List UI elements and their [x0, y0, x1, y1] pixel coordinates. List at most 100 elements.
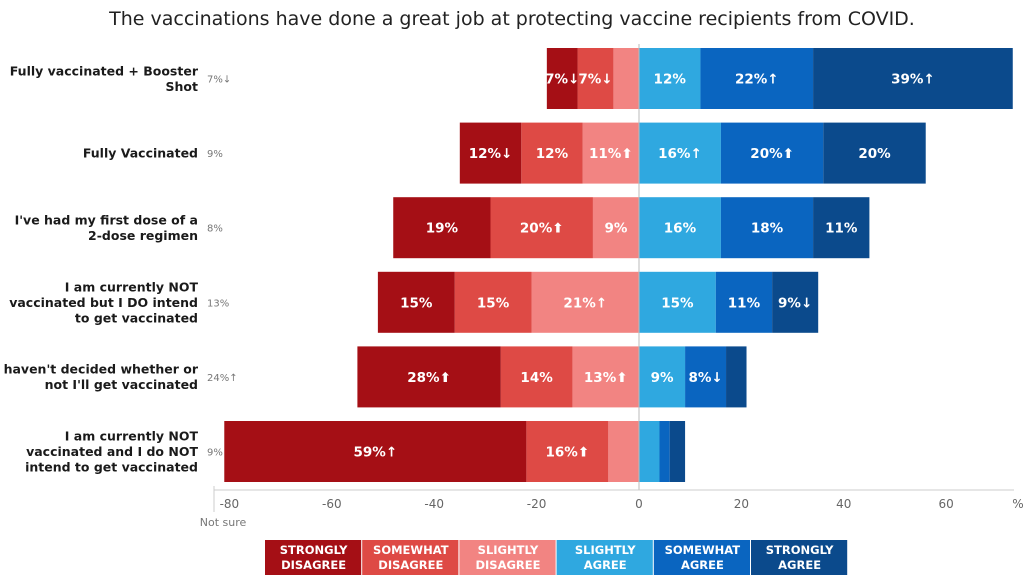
- legend-swatch: [265, 540, 362, 575]
- segment-label: 15%: [400, 295, 433, 311]
- category-label-line: not I'll get vaccinated: [45, 377, 198, 392]
- segment-label: 14%: [520, 370, 553, 386]
- chart-rows: Fully vaccinated + Booster Shot 7%↓ 7%↓7%↓ 1…: [0, 44, 1013, 490]
- segment-label: 9%: [604, 221, 627, 237]
- legend-label-line2: AGREE: [681, 558, 724, 572]
- row-1: Fully vaccinated + Booster Shot 7%↓ 7%↓7%↓ 1…: [10, 48, 1013, 109]
- category-label-line: I am currently NOT: [65, 279, 199, 294]
- segment-label: 12%: [654, 72, 687, 88]
- bar-segment: [639, 346, 686, 408]
- legend-label-line1: SLIGHTLY: [575, 543, 636, 557]
- bar-segment: [700, 48, 814, 109]
- row-2: Fully Vaccinated 9% 11%⬆ 12% 12%↓ 16%↑ 20%⬆ 20%: [83, 122, 926, 184]
- category-label-line: intend to get vaccinated: [25, 460, 198, 475]
- legend-swatch: [362, 540, 459, 575]
- bar-segment: [639, 421, 660, 482]
- x-tick-label: -20: [527, 497, 547, 511]
- row-4: I am currently NOT vaccinated but I DO in…: [9, 271, 819, 333]
- bar-segment: [720, 122, 824, 184]
- segment-label: 16%⬆: [546, 445, 590, 461]
- x-unit-label: %: [1012, 497, 1023, 511]
- segment-label: 20%⬆: [520, 221, 564, 237]
- legend-label-line2: DISAGREE: [475, 558, 540, 572]
- category-label: I am currently NOT vaccinated but I DO in…: [9, 279, 198, 325]
- category-label-line: I've had my first dose of a: [15, 212, 198, 227]
- bar-segment: [459, 122, 522, 184]
- row-3: I've had my first dose of a 2-dose regime…: [15, 197, 870, 259]
- category-label-line: Fully vaccinated + Booster: [10, 63, 199, 78]
- bar-segment: [772, 271, 819, 333]
- bar-segment: [531, 271, 639, 333]
- segment-label: 12%↓: [469, 146, 513, 162]
- legend-label-line2: AGREE: [778, 558, 821, 572]
- segment-label: 9%↓: [778, 295, 812, 311]
- bar-segment: [639, 48, 701, 109]
- bar-segment: [393, 197, 491, 259]
- x-tick-label: 0: [635, 497, 643, 511]
- not-sure-value: 9%: [207, 448, 223, 459]
- legend-label-line1: STRONGLY: [280, 543, 348, 557]
- segment-label: 21%↑: [563, 295, 607, 311]
- category-label: I haven't decided whether or not I'll get…: [0, 362, 199, 393]
- legend-label-line1: SOMEWHAT: [373, 543, 449, 557]
- bar-segment: [546, 48, 578, 109]
- bar-segment: [726, 346, 747, 408]
- bar-segment: [357, 346, 501, 408]
- x-tick-label: -40: [424, 497, 444, 511]
- row-5: I haven't decided whether or not I'll get…: [0, 346, 747, 408]
- legend-swatch: [751, 540, 848, 575]
- legend-label-line2: AGREE: [584, 558, 627, 572]
- segment-label: 15%: [661, 295, 694, 311]
- segment-label: 11%: [728, 295, 761, 311]
- not-sure-value: 8%: [207, 224, 223, 235]
- category-label-line: I am currently NOT: [65, 429, 199, 444]
- category-label-line: to get vaccinated: [75, 310, 198, 325]
- not-sure-value: 9%: [207, 149, 223, 160]
- bar-segment: [377, 271, 455, 333]
- legend-swatch: [459, 540, 556, 575]
- category-label: Fully vaccinated + Booster Shot: [10, 63, 199, 94]
- category-label-line: I haven't decided whether or: [0, 362, 199, 377]
- legend-label-line1: SLIGHTLY: [478, 543, 539, 557]
- category-label: Fully Vaccinated: [83, 146, 198, 161]
- bar-segment: [582, 122, 639, 184]
- x-tick-label: -80: [220, 497, 240, 511]
- bar-segment: [500, 346, 573, 408]
- chart-title: The vaccinations have done a great job a…: [108, 8, 915, 30]
- x-tick-label: 20: [734, 497, 749, 511]
- x-tick-label: -60: [322, 497, 342, 511]
- bar-segment: [613, 48, 639, 109]
- segment-label: 18%: [751, 221, 784, 237]
- not-sure-value: 7%↓: [207, 75, 231, 86]
- segment-label: 39%↑: [891, 72, 935, 88]
- bar-segment: [454, 271, 532, 333]
- segment-label: 22%↑: [735, 72, 779, 88]
- segment-label: 16%: [664, 221, 697, 237]
- segment-label: 7%↓: [578, 72, 612, 88]
- bar-segment: [813, 48, 1013, 109]
- bar-segment: [639, 122, 721, 184]
- category-label-line: 2-dose regimen: [88, 228, 198, 243]
- legend-label-line2: DISAGREE: [281, 558, 346, 572]
- legend-label-line1: SOMEWHAT: [665, 543, 741, 557]
- segment-label: 20%⬆: [750, 146, 794, 162]
- bar-segment: [490, 197, 593, 259]
- legend: STRONGLYDISAGREESOMEWHATDISAGREESLIGHTLY…: [265, 540, 848, 575]
- bar-segment: [823, 122, 926, 184]
- not-sure-label: Not sure: [200, 516, 247, 529]
- bar-segment: [639, 197, 721, 259]
- segment-label: 12%: [536, 146, 569, 162]
- bar-segment: [715, 271, 773, 333]
- segment-label: 28%⬆: [407, 370, 451, 386]
- bar-segment: [577, 48, 614, 109]
- x-axis: -80 -60 -40 -20 0 20 40 60 % Not sure: [200, 486, 1024, 529]
- x-tick-label: 60: [939, 497, 954, 511]
- bar-segment: [592, 197, 639, 259]
- bar-segment: [572, 346, 639, 408]
